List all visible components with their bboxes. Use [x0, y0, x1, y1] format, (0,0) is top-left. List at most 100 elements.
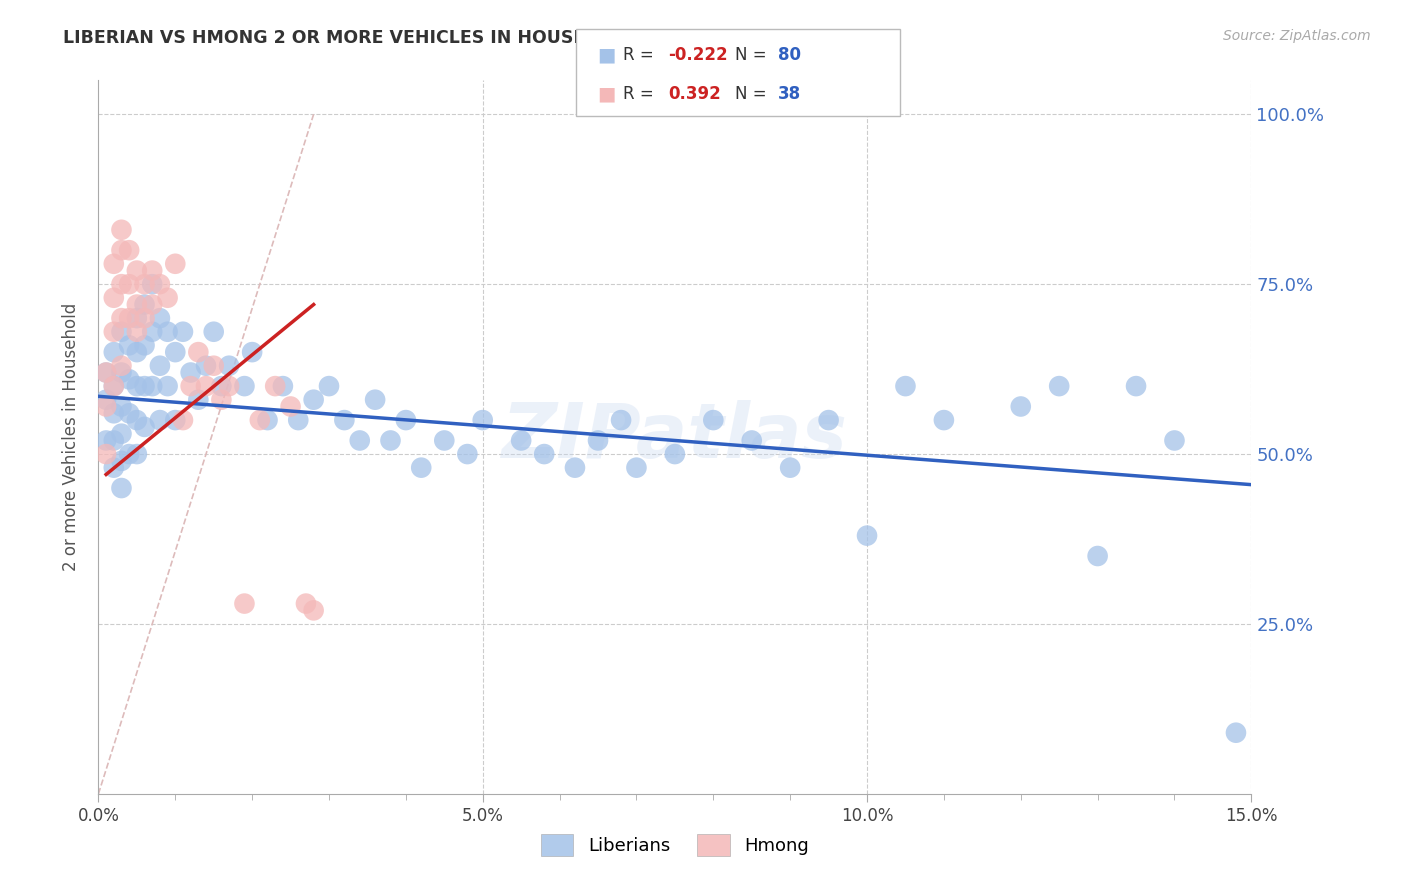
Point: [94, 447, 117, 461]
Point: [118, 372, 141, 386]
Point: [110, 359, 132, 373]
Point: [125, 413, 148, 427]
Point: [456, 447, 478, 461]
Text: ■: ■: [598, 45, 616, 64]
Point: [110, 311, 132, 326]
Point: [134, 420, 156, 434]
Point: [741, 434, 763, 448]
Point: [1047, 379, 1070, 393]
Point: [233, 597, 256, 611]
Point: [149, 277, 172, 292]
Text: N =: N =: [735, 46, 772, 64]
Point: [180, 366, 202, 380]
Text: 0.392: 0.392: [668, 86, 721, 103]
Point: [103, 325, 125, 339]
Point: [395, 413, 418, 427]
Point: [165, 345, 187, 359]
Point: [180, 379, 202, 393]
Point: [187, 345, 209, 359]
Point: [134, 379, 156, 393]
Point: [380, 434, 402, 448]
Point: [364, 392, 387, 407]
Point: [626, 460, 648, 475]
Point: [134, 338, 156, 352]
Point: [1125, 379, 1147, 393]
Point: [856, 528, 879, 542]
Point: [202, 359, 225, 373]
Point: [149, 311, 172, 326]
Point: [249, 413, 271, 427]
Point: [141, 297, 163, 311]
Point: [295, 597, 318, 611]
Point: [125, 325, 148, 339]
Text: R =: R =: [623, 46, 659, 64]
Point: [533, 447, 555, 461]
Text: N =: N =: [735, 86, 772, 103]
Point: [664, 447, 686, 461]
Point: [94, 434, 117, 448]
Text: R =: R =: [623, 86, 664, 103]
Point: [209, 379, 232, 393]
Text: ■: ■: [598, 85, 616, 103]
Point: [110, 325, 132, 339]
Point: [94, 366, 117, 380]
Text: 80: 80: [778, 46, 800, 64]
Point: [264, 379, 287, 393]
Point: [564, 460, 586, 475]
Point: [103, 379, 125, 393]
Text: Source: ZipAtlas.com: Source: ZipAtlas.com: [1223, 29, 1371, 43]
Point: [125, 379, 148, 393]
Point: [125, 345, 148, 359]
Point: [779, 460, 801, 475]
Point: [218, 359, 240, 373]
Point: [94, 392, 117, 407]
Point: [195, 379, 218, 393]
Point: [333, 413, 356, 427]
Point: [932, 413, 955, 427]
Point: [103, 460, 125, 475]
Point: [125, 311, 148, 326]
Point: [302, 603, 325, 617]
Point: [610, 413, 633, 427]
Point: [1225, 725, 1247, 739]
Point: [1163, 434, 1185, 448]
Point: [318, 379, 340, 393]
Text: LIBERIAN VS HMONG 2 OR MORE VEHICLES IN HOUSEHOLD CORRELATION CHART: LIBERIAN VS HMONG 2 OR MORE VEHICLES IN …: [63, 29, 855, 46]
Point: [256, 413, 278, 427]
Point: [1010, 400, 1032, 414]
Legend: Liberians, Hmong: Liberians, Hmong: [534, 827, 815, 863]
Point: [233, 379, 256, 393]
Point: [433, 434, 456, 448]
Point: [510, 434, 533, 448]
Point: [118, 406, 141, 420]
Point: [302, 392, 325, 407]
Point: [141, 379, 163, 393]
Point: [134, 297, 156, 311]
Point: [202, 325, 225, 339]
Point: [172, 325, 194, 339]
Point: [103, 406, 125, 420]
Point: [165, 257, 187, 271]
Point: [156, 325, 179, 339]
Point: [817, 413, 839, 427]
Point: [110, 366, 132, 380]
Point: [125, 263, 148, 277]
Point: [103, 257, 125, 271]
Point: [280, 400, 302, 414]
Y-axis label: 2 or more Vehicles in Household: 2 or more Vehicles in Household: [62, 303, 80, 571]
Point: [149, 413, 172, 427]
Point: [118, 447, 141, 461]
Point: [118, 338, 141, 352]
Point: [894, 379, 917, 393]
Point: [94, 366, 117, 380]
Point: [411, 460, 433, 475]
Point: [110, 277, 132, 292]
Point: [287, 413, 309, 427]
Point: [156, 291, 179, 305]
Point: [94, 400, 117, 414]
Text: -0.222: -0.222: [668, 46, 727, 64]
Point: [125, 297, 148, 311]
Point: [195, 359, 218, 373]
Point: [586, 434, 609, 448]
Point: [118, 243, 141, 257]
